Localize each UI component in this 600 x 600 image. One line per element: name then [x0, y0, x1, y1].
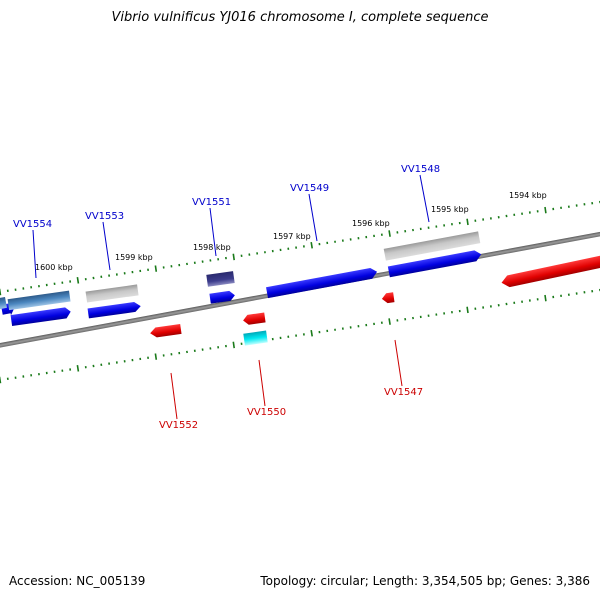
kbp-label: 1598 kbp — [193, 243, 231, 252]
gene-box-gray[interactable] — [383, 231, 481, 261]
topology-text: Topology: circular; Length: 3,354,505 bp… — [260, 574, 590, 588]
gene-label-vv1551[interactable]: VV1551 — [192, 197, 231, 208]
gene-label-vv1553[interactable]: VV1553 — [85, 211, 124, 222]
reverse-strand-genes — [149, 254, 600, 346]
gene-label-vv1552[interactable]: VV1552 — [159, 420, 198, 431]
gene-box-steel-left[interactable] — [0, 296, 7, 310]
major-tick — [154, 265, 158, 272]
leader-line — [419, 174, 430, 223]
major-tick — [310, 329, 313, 337]
leader-line — [209, 207, 217, 257]
kbp-label: 1600 kbp — [35, 263, 73, 272]
reverse-leader-lines — [170, 339, 403, 420]
major-tick — [310, 241, 313, 249]
gene-box-gray[interactable] — [85, 284, 139, 303]
major-tick — [76, 276, 80, 284]
gene-label-vv1550[interactable]: VV1550 — [247, 407, 286, 418]
leader-line — [394, 339, 403, 387]
reverse-gene-labels: VV1552 VV1550 VV1547 — [159, 387, 423, 431]
gene-arrow[interactable] — [500, 254, 600, 289]
gene-arrow-vv1551[interactable] — [209, 290, 235, 304]
major-tick — [0, 376, 2, 384]
major-tick — [466, 306, 469, 314]
major-tick — [388, 230, 391, 237]
major-tick — [466, 218, 469, 226]
gene-label-vv1547[interactable]: VV1547 — [384, 387, 423, 398]
major-tick — [0, 288, 2, 296]
gene-arrow-vv1553[interactable] — [87, 301, 142, 319]
kbp-label-group: 1600 kbp 1599 kbp 1598 kbp 1597 kbp 1596… — [35, 191, 547, 272]
gene-label-vv1554[interactable]: VV1554 — [13, 219, 52, 230]
map-title: Vibrio vulnificus YJ016 chromosome I, co… — [111, 10, 489, 25]
gene-arrow-vv1554[interactable] — [10, 307, 72, 326]
gene-box-steel[interactable] — [7, 290, 71, 311]
gene-arrow-vv1547[interactable] — [381, 292, 395, 304]
kbp-label: 1596 kbp — [352, 219, 390, 228]
major-tick — [232, 341, 235, 349]
leader-line — [170, 372, 178, 420]
forward-leader-lines — [32, 174, 430, 279]
major-tick — [232, 253, 235, 261]
major-tick — [544, 206, 547, 214]
leader-line — [32, 229, 37, 279]
major-tick — [388, 318, 391, 325]
gene-arrow-vv1550[interactable] — [242, 312, 266, 326]
leader-line — [258, 359, 266, 407]
upper-tick-track — [0, 200, 600, 296]
kbp-label: 1597 kbp — [273, 232, 311, 241]
lower-tick-track — [0, 288, 600, 384]
gene-arrow-vv1548[interactable] — [387, 249, 482, 278]
forward-gene-labels: VV1554 VV1553 VV1551 VV1549 VV1548 — [13, 164, 440, 230]
gene-label-vv1548[interactable]: VV1548 — [401, 164, 440, 175]
forward-strand-genes — [0, 249, 482, 326]
gene-label-vv1549[interactable]: VV1549 — [290, 183, 329, 194]
leader-line — [308, 193, 318, 242]
gene-arrow-vv1552[interactable] — [149, 323, 182, 338]
gene-box-cyan[interactable] — [243, 330, 268, 346]
leader-line — [102, 221, 111, 271]
kbp-label: 1594 kbp — [509, 191, 547, 200]
gene-box-purple[interactable] — [206, 271, 235, 287]
gene-arrow-vv1549[interactable] — [266, 267, 378, 299]
kbp-label: 1599 kbp — [115, 253, 153, 262]
major-tick — [154, 353, 158, 360]
accession-text: Accession: NC_005139 — [9, 574, 146, 588]
major-tick — [76, 364, 80, 372]
similar-gene-boxes — [0, 231, 481, 311]
kbp-label: 1595 kbp — [431, 205, 469, 214]
major-tick — [544, 294, 547, 302]
